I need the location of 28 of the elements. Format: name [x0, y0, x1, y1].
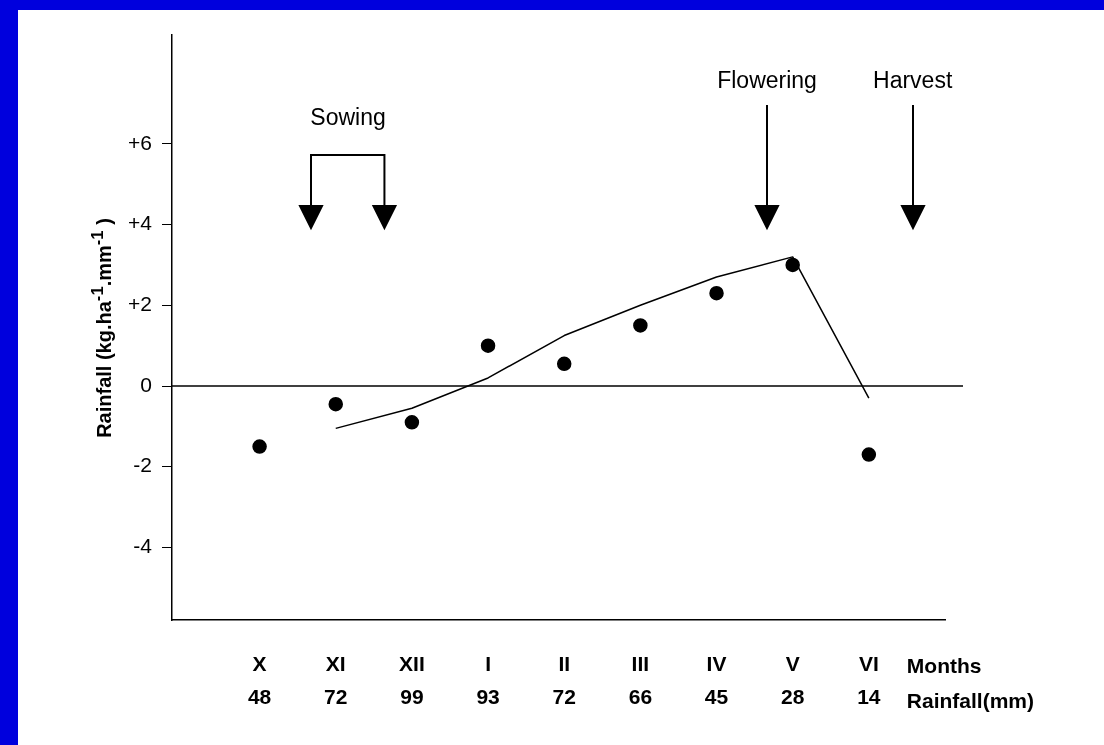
x-tick-label: VI 14	[857, 651, 881, 709]
x-tick-label: XI 72	[324, 651, 348, 709]
y-tick-label: +2	[128, 292, 152, 316]
point	[709, 285, 724, 301]
annotation: Flowering	[717, 66, 817, 94]
point	[252, 439, 267, 454]
y-tick-label: -2	[133, 453, 152, 477]
x-tick-label: III 66	[628, 651, 653, 709]
x-tick-label: XII 99	[399, 651, 425, 709]
x-tick-label: X 48	[247, 651, 272, 709]
x-tick-label: V 28	[781, 651, 805, 709]
y-tick-label: +6	[128, 130, 152, 154]
x-tick-label: II 72	[552, 651, 576, 709]
point	[556, 356, 572, 372]
point	[480, 338, 496, 353]
y-tick-label: 0	[140, 372, 152, 396]
point	[861, 447, 877, 462]
x-axis-title: Months Rainfall(mm)	[906, 653, 1035, 714]
annotation: Sowing	[310, 103, 386, 131]
x-tick-label: I 93	[476, 651, 500, 709]
point	[404, 415, 420, 430]
y-tick-label: -4	[133, 534, 153, 558]
point	[633, 318, 648, 333]
y-tick-label: +4	[128, 211, 153, 235]
annotation: Harvest	[873, 66, 953, 94]
point	[785, 257, 800, 273]
point	[328, 396, 343, 412]
x-tick-label: IV 45	[704, 651, 729, 709]
